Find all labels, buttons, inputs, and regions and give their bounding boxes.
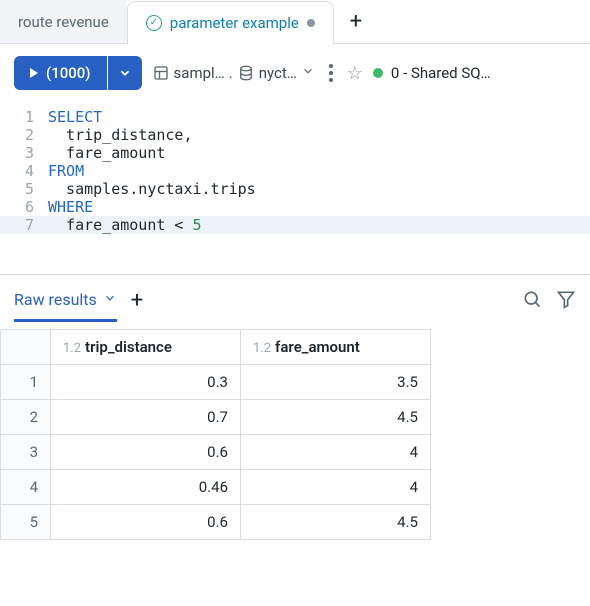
results-table: 1.2trip_distance 1.2fare_amount 10.33.5 …: [0, 329, 431, 540]
database-icon: [237, 64, 255, 82]
tab-label: route revenue: [18, 13, 109, 31]
toolbar: (1000) sampl… . nyct… ☆ 0 - Shared SQ…: [0, 44, 590, 102]
code-text: fare_amount: [48, 144, 590, 162]
play-icon: [30, 68, 38, 78]
row-index: 5: [1, 505, 51, 540]
catalog-separator: .: [229, 64, 233, 82]
cluster-label: 0 - Shared SQ…: [391, 64, 491, 82]
run-button-group: (1000): [14, 56, 142, 90]
line-number: 3: [0, 144, 48, 162]
code-text: samples.nyctaxi.trips: [48, 180, 590, 198]
number-literal: 5: [193, 216, 202, 234]
tab-parameter-example[interactable]: ✓ parameter example: [127, 1, 334, 44]
table-header-row: 1.2 trip_distance 1.2 fare_amount: [1, 330, 431, 365]
check-icon: ✓: [146, 15, 162, 31]
keyword: WHERE: [48, 198, 93, 216]
run-button[interactable]: (1000): [14, 56, 107, 90]
filter-icon: [556, 289, 576, 309]
tab-route-revenue[interactable]: route revenue: [0, 0, 127, 43]
table-row: 50.64.5: [1, 505, 431, 540]
results-tab-bar: Raw results +: [0, 280, 590, 323]
unsaved-dot-icon: [307, 19, 315, 27]
column-type: 1.2: [63, 341, 81, 356]
tab-label: parameter example: [170, 14, 299, 32]
row-index-header: [1, 330, 51, 365]
more-options-button[interactable]: [325, 60, 337, 86]
catalog-label: sampl…: [174, 64, 225, 82]
code-text: trip_distance,: [48, 126, 590, 144]
cell: 0.6: [51, 505, 241, 540]
line-number: 7: [0, 216, 48, 234]
filter-results-button[interactable]: [556, 289, 576, 323]
column-header[interactable]: 1.2 trip_distance: [51, 330, 241, 365]
cell: 0.46: [51, 470, 241, 505]
add-visualization-button[interactable]: +: [131, 288, 143, 323]
results-tab-label: Raw results: [14, 290, 97, 309]
schema-label: nyct…: [259, 64, 297, 82]
results-tab[interactable]: Raw results: [14, 290, 117, 322]
code-text: fare_amount <: [48, 216, 193, 234]
cluster-selector[interactable]: 0 - Shared SQ…: [373, 64, 491, 82]
line-number: 1: [0, 108, 48, 126]
line-number: 5: [0, 180, 48, 198]
column-name: trip_distance: [85, 338, 172, 356]
cell: 0.6: [51, 435, 241, 470]
column-type: 1.2: [253, 341, 271, 356]
sql-editor[interactable]: 1SELECT 2 trip_distance, 3 fare_amount 4…: [0, 102, 590, 254]
row-index: 3: [1, 435, 51, 470]
chevron-down-icon: [103, 290, 117, 309]
row-index: 2: [1, 400, 51, 435]
table-row: 30.64: [1, 435, 431, 470]
row-index: 4: [1, 470, 51, 505]
cell: 4: [241, 435, 431, 470]
table-row: 20.74.5: [1, 400, 431, 435]
column-name: fare_amount: [275, 338, 360, 356]
cell: 3.5: [241, 365, 431, 400]
favorite-button[interactable]: ☆: [347, 63, 363, 84]
new-tab-button[interactable]: +: [334, 0, 378, 43]
column-header[interactable]: 1.2 fare_amount: [241, 330, 431, 365]
catalog-selector[interactable]: sampl… . nyct…: [152, 64, 315, 82]
chevron-down-icon: [301, 64, 315, 82]
keyword: FROM: [48, 162, 84, 180]
line-number: 2: [0, 126, 48, 144]
search-results-button[interactable]: [522, 289, 542, 323]
cell: 0.7: [51, 400, 241, 435]
cell: 4: [241, 470, 431, 505]
line-number: 6: [0, 198, 48, 216]
catalog-icon: [152, 64, 170, 82]
line-number: 4: [0, 162, 48, 180]
cell: 4.5: [241, 505, 431, 540]
run-dropdown-button[interactable]: [108, 56, 142, 90]
cell: 4.5: [241, 400, 431, 435]
keyword: SELECT: [48, 108, 102, 126]
tab-bar: route revenue ✓ parameter example +: [0, 0, 590, 44]
search-icon: [522, 289, 542, 309]
table-row: 10.33.5: [1, 365, 431, 400]
status-dot-icon: [373, 68, 383, 78]
cell: 0.3: [51, 365, 241, 400]
chevron-down-icon: [118, 66, 132, 80]
run-limit-label: (1000): [46, 64, 91, 82]
row-index: 1: [1, 365, 51, 400]
table-row: 40.464: [1, 470, 431, 505]
